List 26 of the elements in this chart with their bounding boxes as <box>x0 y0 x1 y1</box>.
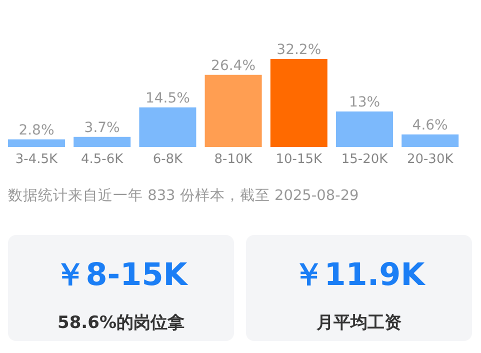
bar <box>336 111 393 147</box>
data-label: 32.2% <box>276 42 322 58</box>
x-tick-label: 8-10K <box>214 152 253 167</box>
data-label: 14.5% <box>145 90 190 106</box>
x-tick-label: 15-20K <box>341 152 388 167</box>
text: ￥11.9K <box>293 257 426 293</box>
x-tick-label: 6-8K <box>152 152 184 167</box>
x-tick-label: 3-4.5K <box>15 152 58 167</box>
x-tick-label: 4.5-6K <box>81 152 124 167</box>
x-tick-label: 20-30K <box>406 152 454 167</box>
text: 月平均工资 <box>316 313 402 333</box>
x-tick-label: 10-15K <box>276 152 323 167</box>
bar <box>8 139 65 147</box>
bar <box>139 107 196 147</box>
text: 数据统计来自近一年 833 份样本，截至 2025-08-29 <box>8 187 359 204</box>
data-label: 2.8% <box>18 122 54 138</box>
data-label: 3.7% <box>84 120 120 136</box>
bar <box>204 74 262 147</box>
bar <box>402 134 459 147</box>
data-label: 13% <box>348 94 380 110</box>
data-label: 4.6% <box>412 117 448 134</box>
bar <box>270 59 328 147</box>
text: 58.6%的岗位拿 <box>58 313 184 333</box>
text: ￥8-15K <box>54 257 188 293</box>
bar <box>74 136 131 147</box>
data-label: 26.4% <box>211 58 256 74</box>
